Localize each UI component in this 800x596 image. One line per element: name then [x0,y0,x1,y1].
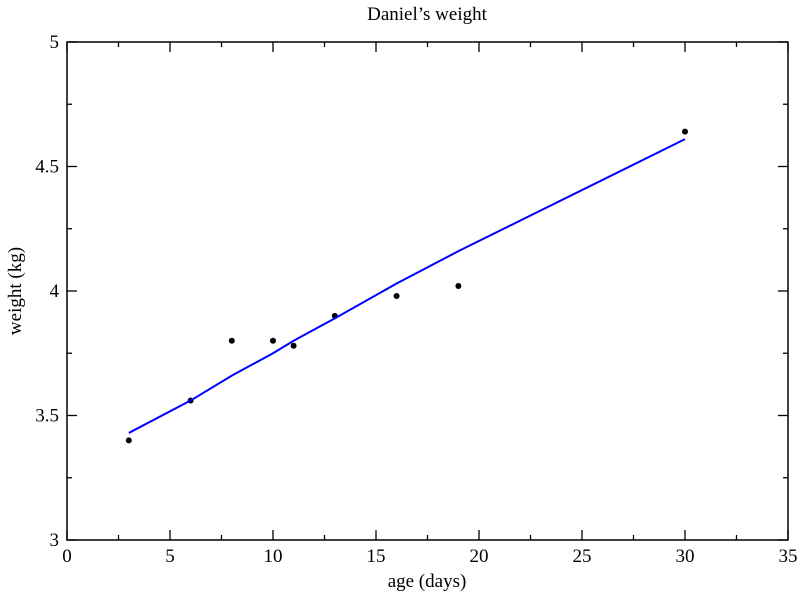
y-axis-label: weight (kg) [5,247,26,335]
y-tick-label: 4.5 [35,157,59,178]
data-point [682,128,688,135]
data-point [290,342,297,349]
x-tick-label: 10 [264,546,283,567]
data-point [393,292,400,299]
y-tick-label: 3 [50,530,60,551]
y-tick-label: 3.5 [35,406,59,427]
x-tick-label: 30 [676,546,695,567]
axis-tick-labels: 0 5 10 15 20 25 30 35 3 3.5 4 4.5 5 [35,32,797,567]
y-tick-label: 4 [50,281,60,302]
data-point [455,283,462,290]
x-tick-label: 25 [573,546,592,567]
y-tick-label: 5 [50,32,60,53]
x-tick-label: 0 [62,546,72,567]
plot-series [125,128,688,444]
x-axis-label: age (days) [388,571,467,592]
data-point [270,337,276,344]
x-tick-label: 20 [470,546,489,567]
axis-ticks [66,41,789,541]
data-point [125,437,132,444]
x-tick-label: 35 [779,546,798,567]
fit-line [128,138,686,434]
x-tick-label: 5 [165,546,175,567]
chart-title: Daniel’s weight [367,4,488,25]
plot-frame [66,41,789,541]
data-point [228,337,235,344]
x-tick-label: 15 [367,546,386,567]
